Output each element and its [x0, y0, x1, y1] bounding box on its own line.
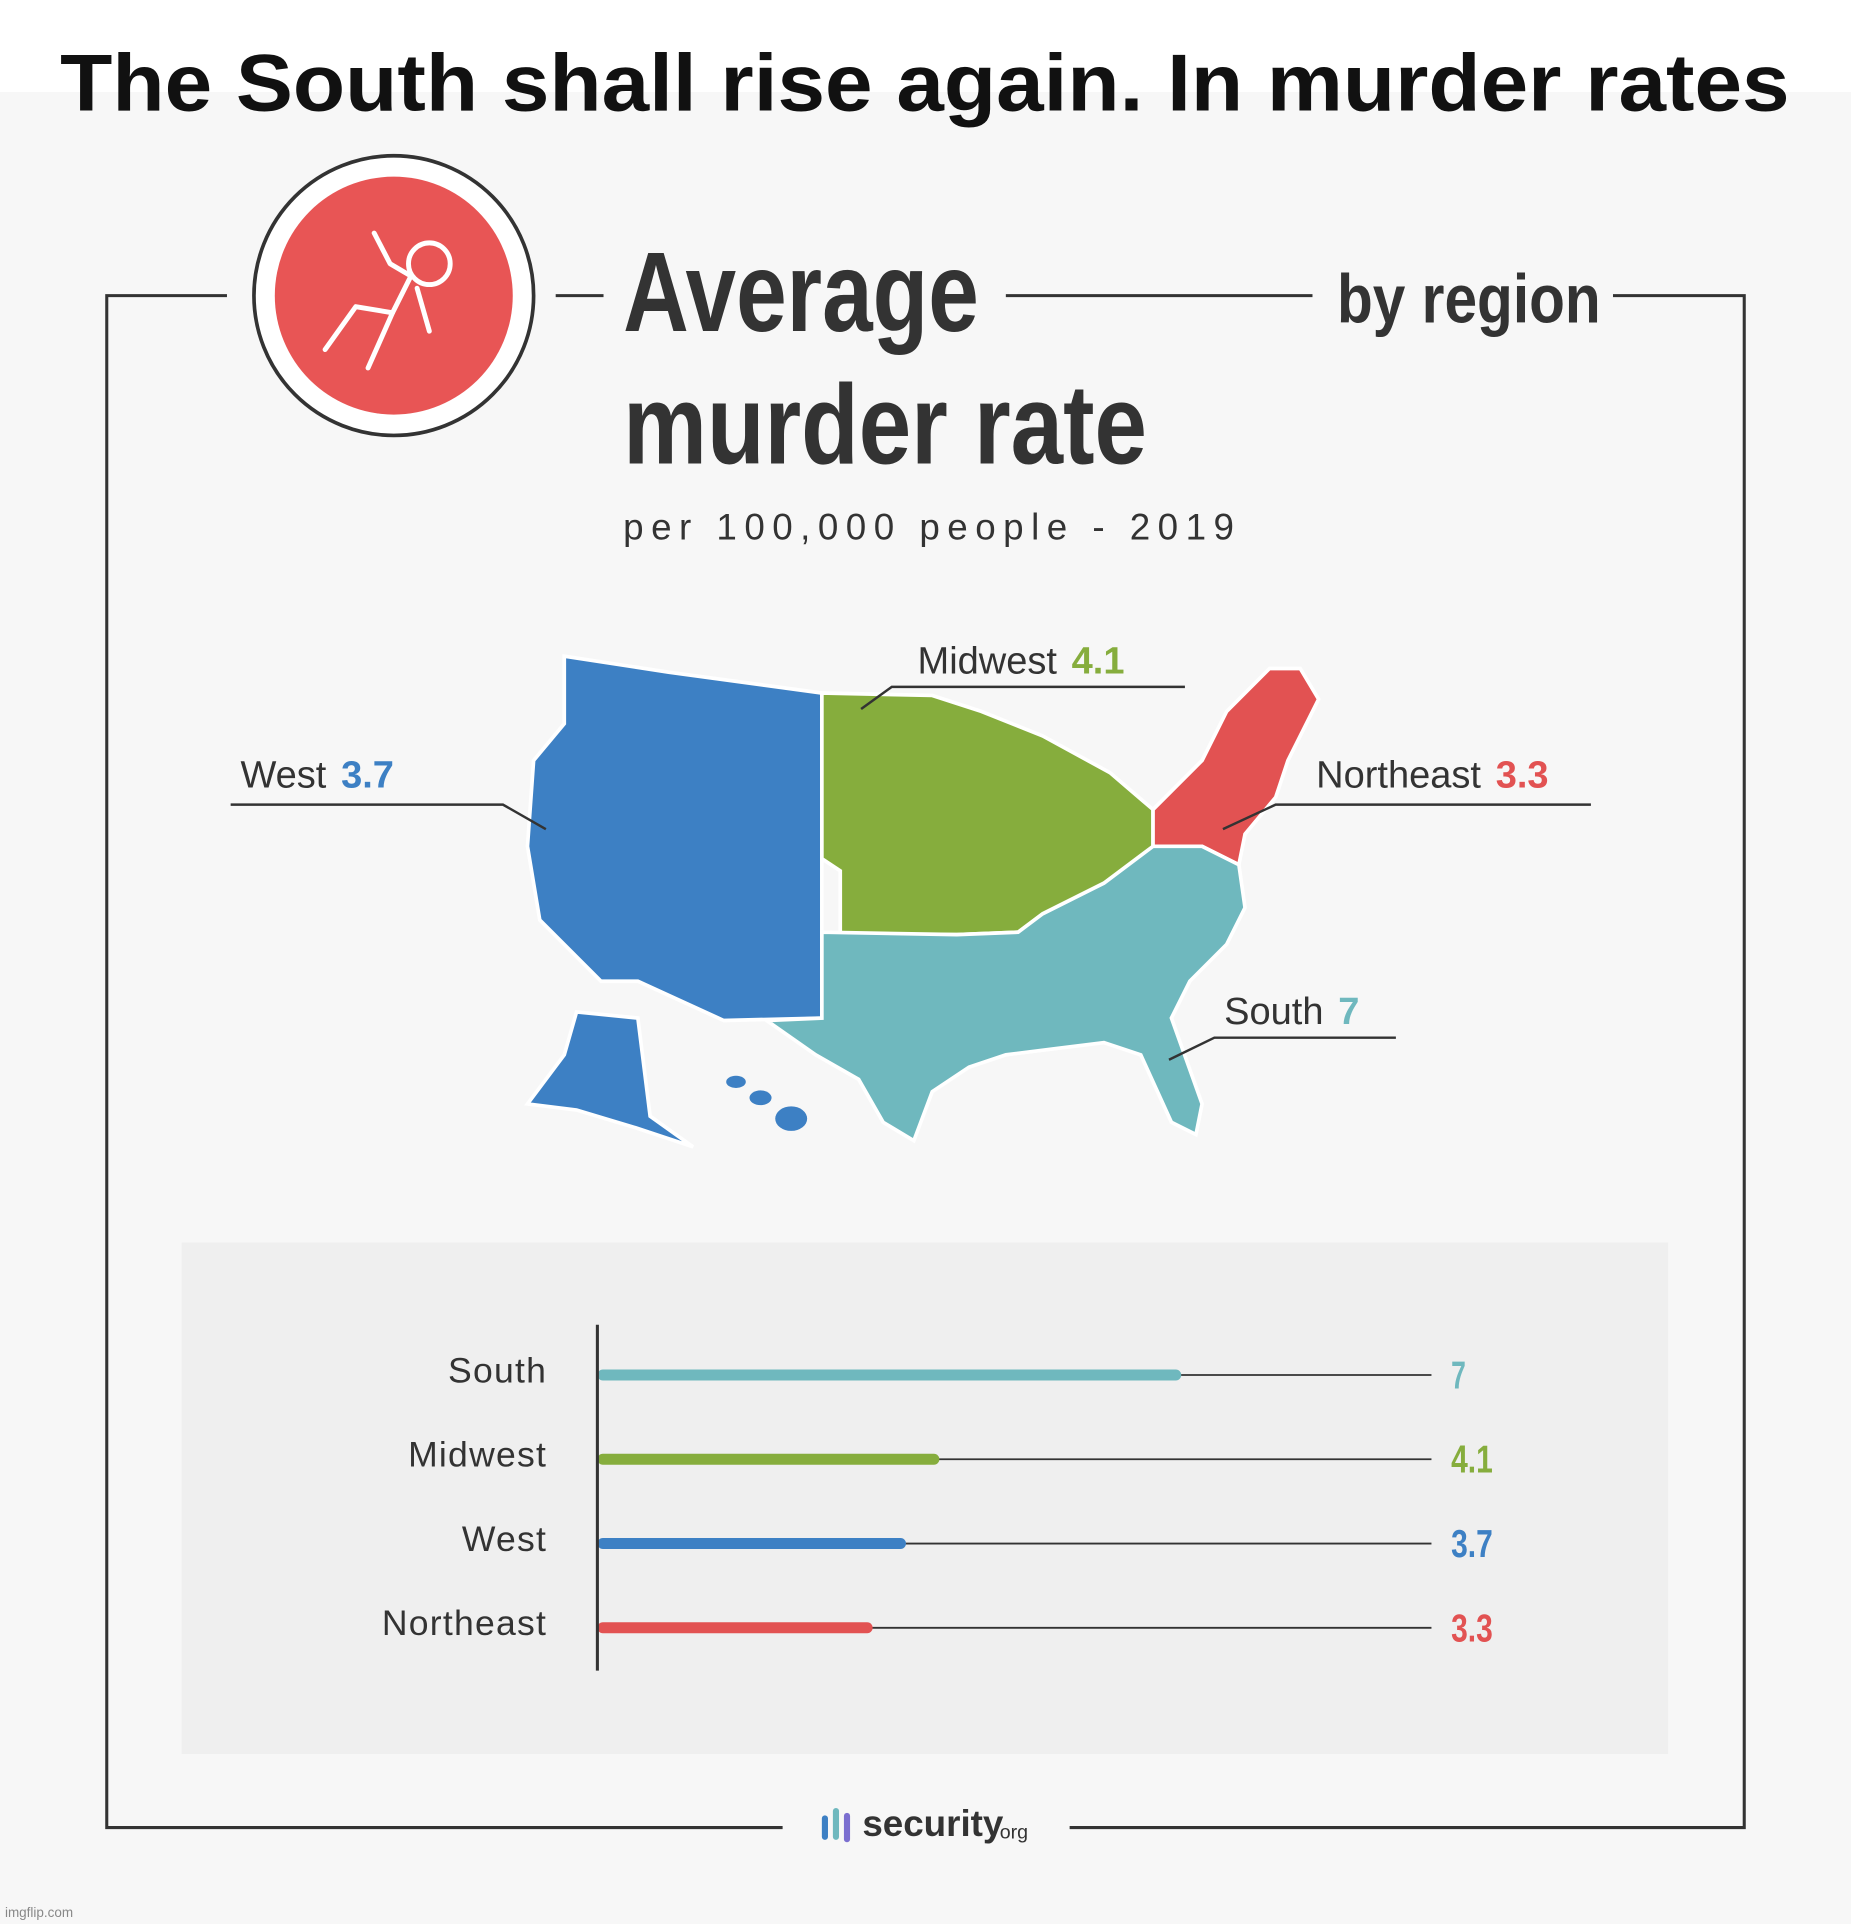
subtitle: per 100,000 people - 2019	[623, 507, 1234, 548]
region-value: 4.1	[1072, 640, 1125, 682]
watermark: imgflip.com	[5, 1905, 73, 1920]
title-line1: Average	[623, 229, 979, 355]
chart-panel	[181, 1242, 1669, 1754]
map-region	[761, 844, 1247, 1144]
caption-strip	[0, 0, 1851, 92]
region-name: Northeast	[1316, 754, 1481, 796]
bar	[597, 1453, 940, 1465]
bar	[597, 1622, 873, 1634]
map-region	[524, 1009, 695, 1149]
map-region	[525, 654, 824, 1023]
icon	[252, 153, 536, 438]
map-region	[749, 1090, 772, 1106]
meme-caption: The South shall rise again. In murder ra…	[60, 38, 1789, 128]
title-line2: murder rate	[623, 362, 1147, 488]
value-label: 3.7	[1451, 1522, 1493, 1566]
value-label: 4.1	[1451, 1438, 1493, 1482]
category-label: Midwest	[408, 1435, 547, 1475]
category-label: West	[462, 1519, 547, 1559]
value-label: 7	[1451, 1353, 1466, 1397]
frame	[105, 294, 1746, 1830]
region-label: South 7	[1224, 991, 1359, 1033]
region-value: 3.7	[341, 754, 394, 796]
bar	[597, 1537, 906, 1550]
map	[524, 654, 1321, 1149]
value-label: 3.3	[1451, 1606, 1493, 1650]
region-label: West 3.7	[240, 754, 394, 796]
region-value: 3.3	[1496, 754, 1549, 796]
title-by: by region	[1337, 261, 1601, 338]
region-value: 7	[1338, 991, 1359, 1033]
bar	[597, 1369, 1182, 1381]
brand: security	[862, 1803, 1004, 1844]
region-label: Midwest 4.1	[918, 640, 1125, 682]
footer-logo: security org	[821, 1803, 1028, 1844]
map-labels: West 3.7 Midwest 4.1 Northeast 3.3 South 7	[230, 640, 1591, 1061]
region-label: Northeast 3.3	[1316, 754, 1548, 796]
region-name: Midwest	[918, 640, 1058, 682]
region-name: West	[240, 754, 326, 796]
category-label: Northeast	[382, 1603, 547, 1643]
category-label: South	[448, 1350, 547, 1390]
bar-chart: South 7 Midwest 4.1 West 3.7 Northeast 3.3	[382, 1324, 1493, 1671]
region-name: South	[1224, 991, 1323, 1033]
brand-suffix: org	[1000, 1822, 1028, 1844]
map-region	[775, 1106, 808, 1131]
map-region	[726, 1075, 746, 1088]
